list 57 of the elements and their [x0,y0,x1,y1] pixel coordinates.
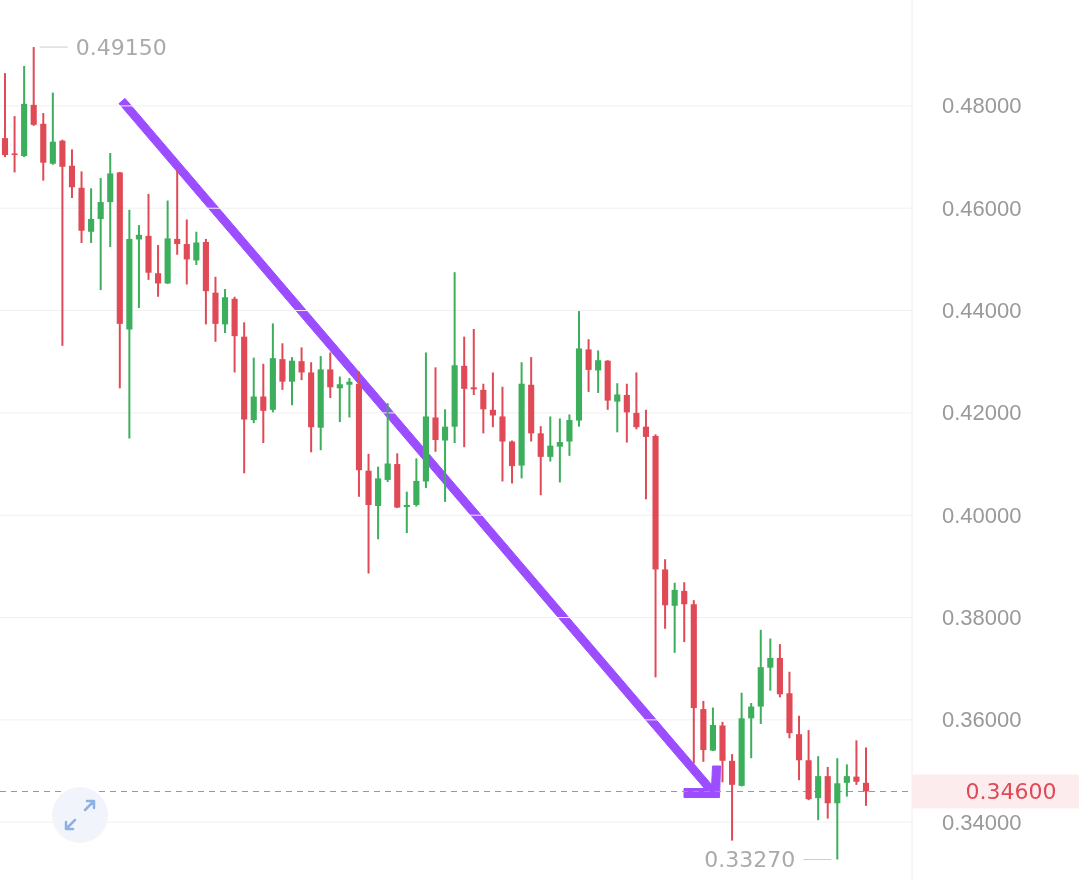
annotation: 0.49150 [75,34,167,60]
candlestick [97,177,104,292]
candlestick [11,115,18,174]
candlestick [461,335,468,449]
candlestick [298,346,305,382]
y-tick-label: 0.34000 [942,809,1022,835]
candlestick [279,342,286,391]
y-tick-label: 0.48000 [942,93,1022,119]
candlestick [633,371,640,431]
candlestick [88,187,95,245]
y-tick-label: 0.38000 [942,605,1022,631]
candlestick [260,362,267,445]
candlestick [250,356,257,425]
candlestick [174,168,181,256]
candlestick [537,425,544,497]
candlestick [59,138,66,347]
candlestick [566,413,573,457]
candlestick [623,382,630,444]
candlestick [853,739,860,786]
y-tick-label: 0.40000 [942,502,1022,528]
candlestick [748,701,755,760]
candlestick [155,244,162,298]
candlestick [384,402,391,483]
annotation: 0.33270 [704,847,796,873]
y-tick-label: 0.44000 [942,298,1022,324]
candlestick [49,91,56,166]
candlestick [193,230,200,267]
candlestick [1,72,9,159]
candlestick [547,415,554,463]
candlestick [642,408,650,501]
candlestick [336,375,343,424]
candlestick [614,382,621,434]
y-tick-label: 0.46000 [942,195,1022,221]
candlestick [671,581,678,654]
candlestick [327,351,334,400]
candlestick [815,755,822,822]
candlestick [183,218,190,286]
candlestick [595,349,602,394]
candlestick [843,763,850,798]
candlestick [403,490,410,535]
candlestick [288,356,296,407]
candlestick [68,148,76,199]
candlestick [834,757,841,861]
candlestick [470,327,477,396]
candlestick [480,382,487,435]
candlestick [862,746,870,807]
candlestick [346,377,353,419]
candlestick [30,46,37,127]
ref-line-label: 0.34600 [965,779,1057,805]
candlestick [767,637,774,692]
candlestick [432,366,439,453]
candlestick [442,408,449,503]
candlestick [681,581,688,644]
y-tick-label: 0.42000 [942,400,1022,426]
y-tick-label: 0.36000 [942,707,1022,733]
candlestick [585,338,592,393]
candlestick [556,417,563,484]
